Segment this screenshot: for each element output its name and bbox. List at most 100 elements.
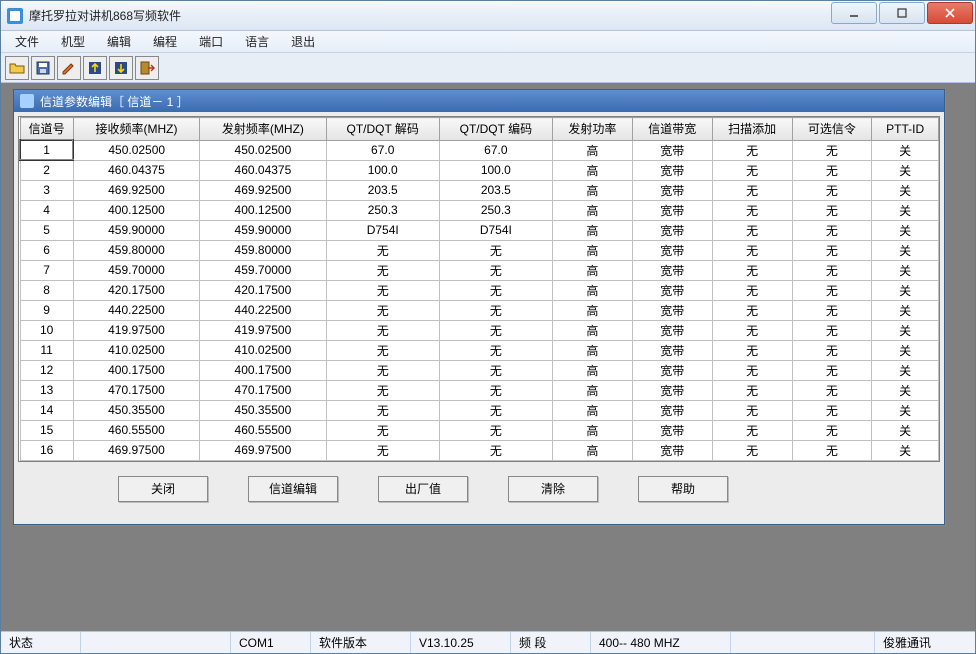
cell-rx[interactable]: 419.97500	[73, 320, 199, 340]
cell-tx[interactable]: 450.02500	[200, 140, 326, 160]
cell-dec[interactable]: 无	[326, 380, 439, 400]
cell-ch[interactable]: 2	[20, 160, 73, 180]
column-header-pow[interactable]: 发射功率	[552, 118, 632, 141]
cell-pow[interactable]: 高	[552, 140, 632, 160]
cell-ch[interactable]: 10	[20, 320, 73, 340]
cell-bw[interactable]: 宽带	[632, 180, 712, 200]
cell-enc[interactable]: 203.5	[439, 180, 552, 200]
cell-ptt[interactable]: 关	[872, 160, 939, 180]
cell-pow[interactable]: 高	[552, 400, 632, 420]
write-icon[interactable]	[109, 56, 133, 80]
cell-rx[interactable]: 400.17500	[73, 360, 199, 380]
cell-dec[interactable]: 无	[326, 300, 439, 320]
cell-bw[interactable]: 宽带	[632, 220, 712, 240]
cell-pow[interactable]: 高	[552, 220, 632, 240]
cell-opt[interactable]: 无	[792, 340, 872, 360]
cell-opt[interactable]: 无	[792, 280, 872, 300]
cell-tx[interactable]: 460.04375	[200, 160, 326, 180]
cell-opt[interactable]: 无	[792, 220, 872, 240]
column-header-ptt[interactable]: PTT-ID	[872, 118, 939, 141]
cell-opt[interactable]: 无	[792, 260, 872, 280]
cell-enc[interactable]: 无	[439, 240, 552, 260]
cell-scan[interactable]: 无	[712, 140, 792, 160]
read-icon[interactable]	[83, 56, 107, 80]
cell-ptt[interactable]: 关	[872, 420, 939, 440]
table-row[interactable]: 3469.92500469.92500203.5203.5高宽带无无关	[20, 180, 939, 200]
cell-tx[interactable]: 410.02500	[200, 340, 326, 360]
cell-opt[interactable]: 无	[792, 180, 872, 200]
cell-tx[interactable]: 440.22500	[200, 300, 326, 320]
cell-enc[interactable]: 无	[439, 340, 552, 360]
cell-scan[interactable]: 无	[712, 260, 792, 280]
maximize-button[interactable]	[879, 2, 925, 24]
help-button[interactable]: 帮助	[638, 476, 728, 502]
table-row[interactable]: 14450.35500450.35500无无高宽带无无关	[20, 400, 939, 420]
cell-ptt[interactable]: 关	[872, 320, 939, 340]
cell-pow[interactable]: 高	[552, 420, 632, 440]
minimize-button[interactable]	[831, 2, 877, 24]
cell-pow[interactable]: 高	[552, 380, 632, 400]
cell-rx[interactable]: 400.12500	[73, 200, 199, 220]
cell-dec[interactable]: 无	[326, 420, 439, 440]
cell-enc[interactable]: 无	[439, 260, 552, 280]
cell-opt[interactable]: 无	[792, 200, 872, 220]
cell-opt[interactable]: 无	[792, 360, 872, 380]
table-row[interactable]: 5459.90000459.90000D754ID754I高宽带无无关	[20, 220, 939, 240]
cell-opt[interactable]: 无	[792, 440, 872, 460]
cell-ch[interactable]: 13	[20, 380, 73, 400]
cell-ch[interactable]: 8	[20, 280, 73, 300]
channel-table[interactable]: 信道号接收频率(MHZ)发射频率(MHZ)QT/DQT 解码QT/DQT 编码发…	[19, 117, 939, 461]
cell-bw[interactable]: 宽带	[632, 280, 712, 300]
cell-scan[interactable]: 无	[712, 280, 792, 300]
cell-ptt[interactable]: 关	[872, 340, 939, 360]
cell-rx[interactable]: 459.70000	[73, 260, 199, 280]
cell-ptt[interactable]: 关	[872, 440, 939, 460]
table-row[interactable]: 8420.17500420.17500无无高宽带无无关	[20, 280, 939, 300]
cell-rx[interactable]: 420.17500	[73, 280, 199, 300]
cell-pow[interactable]: 高	[552, 160, 632, 180]
cell-tx[interactable]: 450.35500	[200, 400, 326, 420]
cell-ptt[interactable]: 关	[872, 180, 939, 200]
menu-lang[interactable]: 语言	[235, 31, 279, 52]
cell-enc[interactable]: 100.0	[439, 160, 552, 180]
exit-icon[interactable]	[135, 56, 159, 80]
table-row[interactable]: 9440.22500440.22500无无高宽带无无关	[20, 300, 939, 320]
table-row[interactable]: 2460.04375460.04375100.0100.0高宽带无无关	[20, 160, 939, 180]
cell-dec[interactable]: 无	[326, 400, 439, 420]
cell-enc[interactable]: 无	[439, 300, 552, 320]
cell-rx[interactable]: 469.92500	[73, 180, 199, 200]
cell-scan[interactable]: 无	[712, 440, 792, 460]
cell-ptt[interactable]: 关	[872, 220, 939, 240]
cell-dec[interactable]: 250.3	[326, 200, 439, 220]
cell-enc[interactable]: 无	[439, 420, 552, 440]
cell-pow[interactable]: 高	[552, 180, 632, 200]
cell-pow[interactable]: 高	[552, 340, 632, 360]
open-icon[interactable]	[5, 56, 29, 80]
cell-bw[interactable]: 宽带	[632, 340, 712, 360]
cell-pow[interactable]: 高	[552, 200, 632, 220]
cell-enc[interactable]: 无	[439, 380, 552, 400]
close-button[interactable]	[927, 2, 973, 24]
table-row[interactable]: 6459.80000459.80000无无高宽带无无关	[20, 240, 939, 260]
cell-rx[interactable]: 469.97500	[73, 440, 199, 460]
menu-exit[interactable]: 退出	[281, 31, 325, 52]
cell-scan[interactable]: 无	[712, 240, 792, 260]
cell-ch[interactable]: 11	[20, 340, 73, 360]
cell-opt[interactable]: 无	[792, 300, 872, 320]
cell-scan[interactable]: 无	[712, 180, 792, 200]
menu-edit[interactable]: 编辑	[97, 31, 141, 52]
cell-ch[interactable]: 15	[20, 420, 73, 440]
column-header-dec[interactable]: QT/DQT 解码	[326, 118, 439, 141]
cell-scan[interactable]: 无	[712, 420, 792, 440]
clear-button[interactable]: 清除	[508, 476, 598, 502]
table-row[interactable]: 11410.02500410.02500无无高宽带无无关	[20, 340, 939, 360]
cell-opt[interactable]: 无	[792, 240, 872, 260]
menu-file[interactable]: 文件	[5, 31, 49, 52]
cell-bw[interactable]: 宽带	[632, 200, 712, 220]
cell-rx[interactable]: 450.02500	[73, 140, 199, 160]
column-header-scan[interactable]: 扫描添加	[712, 118, 792, 141]
edit-icon[interactable]	[57, 56, 81, 80]
cell-tx[interactable]: 400.12500	[200, 200, 326, 220]
column-header-rx[interactable]: 接收频率(MHZ)	[73, 118, 199, 141]
column-header-bw[interactable]: 信道带宽	[632, 118, 712, 141]
